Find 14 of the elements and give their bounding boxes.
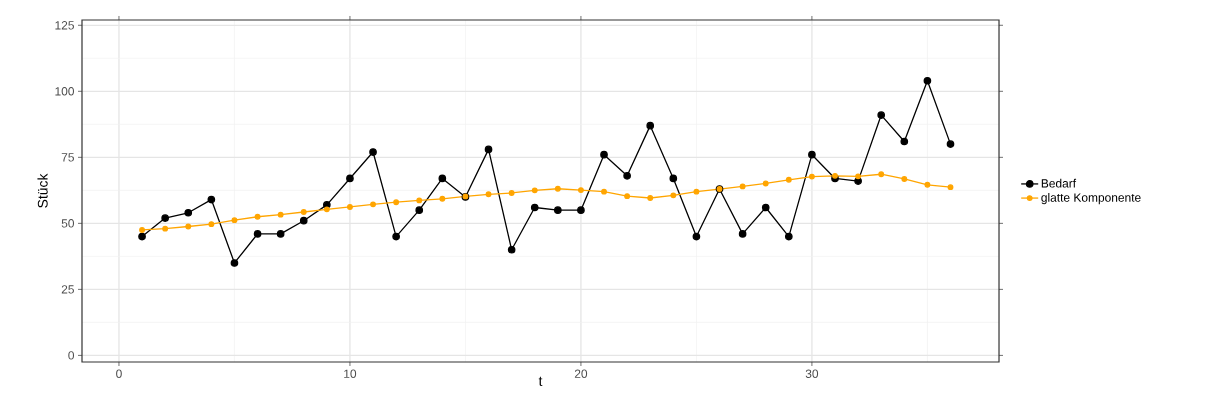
legend-label: Bedarf — [1041, 178, 1077, 188]
x-tick-label: 0 — [116, 369, 122, 378]
y-tick-label: 50 — [61, 219, 75, 228]
y-tick-label: 0 — [68, 351, 75, 360]
y-axis-title: Stück — [37, 173, 48, 208]
y-tick-label: 25 — [61, 285, 74, 294]
x-tick-label: 30 — [805, 369, 819, 378]
legend-label: glatte Komponente — [1041, 193, 1141, 205]
y-tick-label: 100 — [55, 87, 75, 96]
x-axis-title: t — [538, 376, 543, 386]
x-tick-label: 10 — [344, 369, 357, 378]
x-tick-label: 20 — [574, 369, 588, 378]
y-tick-label: 75 — [61, 153, 74, 162]
y-tick-label: 125 — [55, 21, 74, 30]
